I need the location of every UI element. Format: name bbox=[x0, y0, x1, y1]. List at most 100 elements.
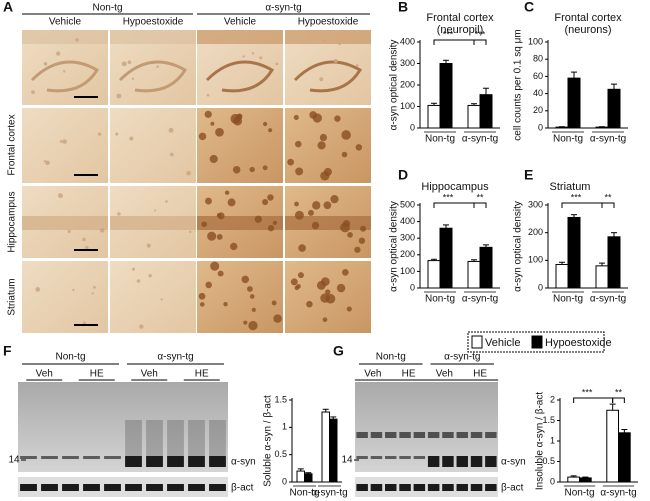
y-axis-label: α-syn optical density bbox=[513, 201, 524, 292]
cell-layer bbox=[22, 216, 108, 230]
bar bbox=[329, 418, 338, 483]
micrograph bbox=[22, 108, 108, 183]
bar bbox=[427, 260, 441, 289]
band bbox=[167, 456, 184, 467]
chart-subtitle: (neurons) bbox=[564, 24, 611, 36]
significance-label: *** bbox=[571, 192, 582, 202]
chart-title: Frontal cortex bbox=[554, 12, 622, 24]
stained-cell bbox=[267, 224, 275, 232]
chart-title: Hippocampus bbox=[421, 181, 489, 193]
y-tick-label: 100 bbox=[528, 255, 543, 265]
stained-cell bbox=[347, 232, 353, 238]
stained-cell bbox=[309, 111, 317, 119]
stained-cell bbox=[160, 298, 163, 301]
band bbox=[41, 484, 58, 491]
y-tick-label: 0.5 bbox=[542, 456, 555, 466]
band bbox=[399, 432, 411, 438]
stained-cell bbox=[72, 288, 75, 291]
x-tick-label: Non-tg bbox=[553, 294, 583, 305]
bar bbox=[606, 409, 619, 483]
y-tick-label: 0.5 bbox=[274, 449, 287, 459]
band bbox=[146, 484, 163, 491]
bar bbox=[555, 263, 569, 289]
y-tick-label: 100 bbox=[528, 36, 543, 46]
stained-cell bbox=[224, 190, 230, 195]
stained-cell bbox=[115, 132, 119, 136]
y-tick-label: 200 bbox=[400, 79, 415, 89]
stained-cell bbox=[273, 314, 282, 323]
stained-cell bbox=[186, 170, 191, 176]
stained-cell bbox=[121, 61, 127, 67]
stained-cell bbox=[267, 194, 274, 201]
smear bbox=[146, 420, 163, 456]
significance-label: ** bbox=[604, 192, 612, 202]
band bbox=[399, 484, 411, 491]
band bbox=[399, 456, 411, 459]
stained-cell bbox=[216, 233, 223, 240]
treatment-header: Vehicle bbox=[49, 17, 82, 28]
band bbox=[356, 432, 368, 438]
band-label: α-syn bbox=[231, 457, 256, 468]
band bbox=[188, 484, 205, 491]
stained-cell bbox=[204, 110, 212, 118]
chart-title: Frontal cortex bbox=[426, 12, 494, 24]
bar bbox=[439, 63, 453, 129]
stained-cell bbox=[139, 324, 144, 329]
cortex-band bbox=[110, 30, 196, 44]
bar bbox=[567, 476, 580, 483]
stained-cell bbox=[75, 38, 79, 42]
band bbox=[370, 484, 383, 491]
x-tick-label: α-syn-tg bbox=[590, 134, 626, 145]
band bbox=[104, 456, 121, 459]
cortex-band bbox=[197, 30, 283, 44]
stained-cell bbox=[312, 201, 321, 210]
stained-cell bbox=[198, 292, 206, 300]
hippocampus-outline bbox=[118, 60, 188, 93]
panel-label: D bbox=[398, 167, 408, 183]
band bbox=[456, 456, 468, 467]
stained-cell bbox=[168, 127, 174, 133]
y-tick-label: 20 bbox=[533, 105, 543, 115]
stained-cell bbox=[242, 55, 245, 58]
y-tick-label: 300 bbox=[528, 199, 543, 209]
stained-cell bbox=[251, 51, 255, 55]
chart-title: Striatum bbox=[550, 181, 591, 193]
micrograph bbox=[22, 261, 108, 333]
y-tick-label: 500 bbox=[400, 199, 415, 209]
stained-cell bbox=[198, 132, 207, 141]
stained-cell bbox=[334, 115, 341, 122]
bar bbox=[595, 265, 609, 289]
y-tick-label: 200 bbox=[400, 249, 415, 259]
band-label: α-syn bbox=[501, 457, 526, 468]
stained-cell bbox=[127, 60, 132, 65]
stained-cell bbox=[131, 267, 136, 271]
y-tick-label: 80 bbox=[533, 54, 543, 64]
panel-label: B bbox=[398, 0, 408, 15]
significance-label: ** bbox=[615, 387, 623, 397]
stained-cell bbox=[319, 133, 328, 142]
stained-cell bbox=[205, 197, 212, 205]
treatment-header: Hypoestoxide bbox=[123, 17, 184, 28]
significance-bracket bbox=[561, 202, 603, 208]
y-axis-label: Soluble α-syn / β-act bbox=[263, 395, 274, 487]
band bbox=[427, 484, 440, 491]
hippocampus-outline bbox=[205, 60, 275, 93]
stained-cell bbox=[341, 151, 348, 158]
bar bbox=[467, 104, 481, 129]
band bbox=[62, 456, 79, 459]
y-tick-label: 1.5 bbox=[542, 415, 555, 425]
stained-cell bbox=[271, 300, 277, 306]
group-header: Non-tg bbox=[92, 3, 122, 14]
stained-cell bbox=[232, 165, 241, 174]
band bbox=[370, 456, 383, 459]
stained-cell bbox=[341, 130, 351, 140]
stained-cell bbox=[63, 70, 66, 73]
region-label: Frontal cortex bbox=[7, 114, 18, 175]
band bbox=[20, 484, 37, 491]
band bbox=[385, 456, 397, 459]
stained-cell bbox=[154, 209, 157, 212]
bar bbox=[467, 260, 481, 289]
stained-cell bbox=[129, 136, 134, 141]
legend-swatch bbox=[471, 335, 483, 349]
lane-label: Veh bbox=[436, 369, 453, 380]
